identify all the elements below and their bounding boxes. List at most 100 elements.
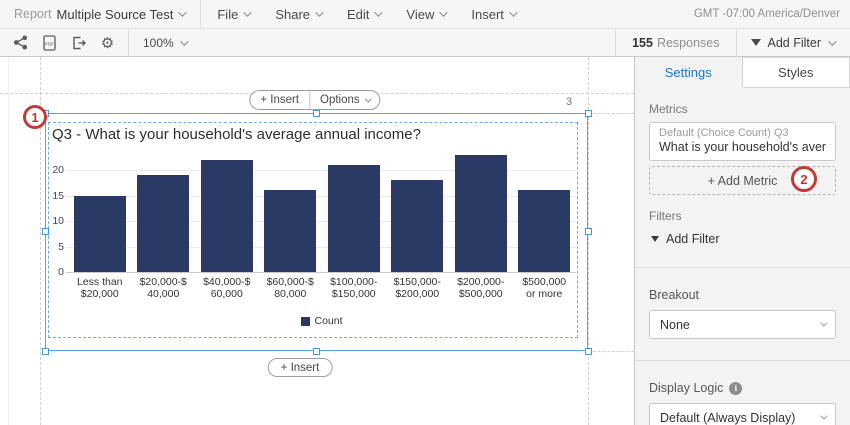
resize-handle-top-right[interactable] — [585, 110, 592, 117]
divider — [200, 0, 202, 29]
resize-handle-bottom-center[interactable] — [313, 348, 320, 355]
x-category-label: $20,000-$ 40,000 — [139, 276, 187, 300]
y-tick-label: 5 — [58, 240, 64, 253]
resize-handle-bottom-left[interactable] — [42, 348, 49, 355]
x-category-label: $60,000-$ 80,000 — [266, 276, 314, 300]
zoom-level: 100% — [143, 35, 174, 50]
metric-card[interactable]: Default (Choice Count) Q3 What is your h… — [649, 122, 836, 161]
margin-guide-right — [588, 57, 589, 425]
export-icon[interactable] — [70, 34, 87, 51]
menu-file[interactable]: File — [217, 7, 252, 22]
display-logic-label: Display Logic i — [649, 381, 836, 395]
menu-insert[interactable]: Insert — [471, 7, 518, 22]
y-tick-label: 10 — [52, 215, 64, 227]
menu-items: File Share Edit View Insert — [201, 7, 518, 22]
menu-view[interactable]: View — [406, 7, 449, 22]
x-category-label: Less than $20,000 — [76, 276, 123, 300]
x-category-label: $200,000- $500,000 — [457, 276, 505, 300]
bar — [391, 180, 444, 272]
sidebar-add-filter-button[interactable]: Add Filter — [649, 232, 836, 246]
y-tick-label: 15 — [52, 189, 64, 202]
report-canvas[interactable]: + Insert Options 3 Q3 - What is your hou… — [0, 57, 634, 425]
filter-funnel-icon — [750, 39, 761, 46]
display-logic-select[interactable]: Default (Always Display) — [649, 403, 836, 425]
insert-button-bottom[interactable]: + Insert — [267, 358, 333, 377]
filter-funnel-icon — [651, 236, 659, 242]
share-icon[interactable] — [12, 34, 29, 51]
breakout-label: Breakout — [649, 288, 700, 302]
metric-question: What is your household's averag… — [659, 140, 826, 154]
svg-text:PDF: PDF — [44, 41, 53, 46]
annotation-circle-2: 2 — [791, 166, 817, 192]
timezone-label: GMT -07:00 America/Denver — [693, 8, 840, 20]
x-axis-line — [66, 272, 576, 273]
bar — [264, 190, 317, 272]
tab-settings[interactable]: Settings — [664, 65, 712, 80]
menu-share[interactable]: Share — [275, 7, 324, 22]
chevron-down-icon — [509, 8, 518, 17]
zoom-control[interactable]: 100% — [128, 28, 200, 57]
tab-styles[interactable]: Styles — [741, 57, 850, 88]
resize-handle-middle-left[interactable] — [42, 228, 49, 235]
resize-handle-bottom-right[interactable] — [585, 348, 592, 355]
info-icon[interactable]: i — [729, 381, 743, 395]
responses-label: Responses — [656, 35, 720, 50]
chevron-down-icon — [820, 412, 828, 420]
y-tick-label: 0 — [58, 266, 64, 278]
x-category-label: $150,000- $200,000 — [393, 276, 441, 300]
x-axis-labels: Less than $20,000 $20,000-$ 40,000 $40,000-$… — [68, 276, 576, 300]
bar — [137, 175, 190, 272]
chevron-down-icon — [315, 8, 324, 17]
bar — [518, 190, 571, 272]
report-name: Multiple Source Test — [56, 6, 174, 22]
add-filter-button[interactable]: Add Filter — [735, 28, 850, 57]
gridline — [66, 246, 576, 248]
options-button[interactable]: Options — [310, 91, 380, 109]
guide-segment — [588, 113, 634, 114]
insert-options-pill: + Insert Options — [249, 90, 381, 110]
chevron-down-icon — [828, 36, 837, 46]
chevron-down-icon — [243, 8, 252, 17]
sidebar-tabs: Settings Styles — [635, 57, 850, 88]
bar-chart-plot — [66, 153, 576, 273]
bar-series — [68, 153, 576, 272]
add-metric-button[interactable]: + Add Metric — [649, 166, 836, 195]
bar — [73, 195, 126, 272]
x-category-label: $40,000-$ 60,000 — [203, 276, 251, 300]
gridline — [66, 195, 576, 197]
bar — [200, 159, 253, 272]
bar — [327, 164, 380, 272]
menu-edit[interactable]: Edit — [347, 7, 384, 22]
chevron-down-icon — [365, 95, 373, 103]
pdf-export-icon[interactable]: PDF — [41, 34, 58, 51]
responses-number: 155 — [632, 35, 653, 50]
breakout-select[interactable]: None — [649, 310, 836, 339]
legend-swatch — [301, 316, 311, 326]
resize-handle-middle-right[interactable] — [585, 228, 592, 235]
metrics-section-label: Metrics — [649, 102, 688, 116]
x-category-label: $500,000 or more — [522, 276, 567, 300]
divider — [635, 360, 850, 361]
settings-sidebar: Settings Styles Metrics Default (Choice … — [634, 57, 850, 425]
chevron-down-icon — [178, 8, 188, 17]
gridline — [66, 170, 576, 171]
chart-legend: Count — [68, 315, 576, 327]
page-left-edge — [8, 57, 9, 425]
page-number: 3 — [566, 96, 573, 108]
annotation-circle-1: 1 — [23, 105, 47, 129]
gridline — [66, 221, 576, 222]
filters-section-label: Filters — [649, 209, 682, 223]
x-category-label: $100,000- $150,000 — [330, 276, 378, 300]
report-label: Report — [14, 7, 52, 21]
insert-button[interactable]: + Insert — [260, 94, 300, 106]
chart-title: Q3 - What is your household's average an… — [52, 126, 421, 143]
gear-icon[interactable]: ⚙ — [100, 34, 115, 52]
resize-handle-top-center[interactable] — [313, 110, 320, 117]
divider — [309, 91, 311, 109]
toolbar: PDF ⚙ 100% 155 Responses Add Filter — [0, 28, 850, 57]
chevron-down-icon — [374, 8, 384, 17]
report-selector[interactable]: Report Multiple Source Test — [0, 7, 200, 22]
responses-count-button[interactable]: 155 Responses — [615, 28, 735, 57]
widget-selection-frame — [45, 113, 588, 351]
